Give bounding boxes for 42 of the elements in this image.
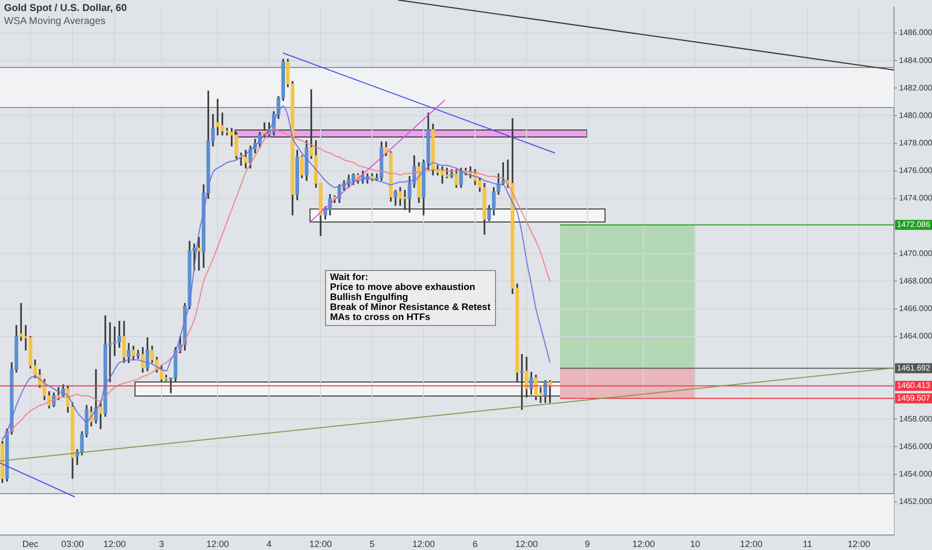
y-tick-label: 1476.000 bbox=[899, 166, 932, 176]
x-tick-label: 11 bbox=[802, 538, 812, 549]
y-tick-label: 1466.000 bbox=[899, 304, 932, 314]
y-tick-label: 1452.000 bbox=[899, 497, 932, 506]
ref-line-label: 1459.507 bbox=[896, 394, 931, 403]
x-tick-label: 9 bbox=[584, 538, 590, 549]
x-tick-label: 12:00 bbox=[848, 538, 870, 549]
x-tick-label: 12:00 bbox=[206, 538, 229, 549]
y-tick-label: 1470.000 bbox=[899, 248, 932, 258]
ref-line-label: 1472.086 bbox=[896, 220, 931, 230]
candlestick bbox=[548, 380, 552, 403]
x-tick-label: 10 bbox=[690, 538, 700, 549]
y-tick-label: 1484.000 bbox=[899, 56, 932, 65]
x-tick-label: Dec bbox=[22, 538, 39, 549]
y-tick-label: 1458.000 bbox=[899, 414, 932, 424]
chart-title: Gold Spot / U.S. Dollar, 60 bbox=[4, 3, 127, 14]
x-tick-label: 12:00 bbox=[412, 538, 435, 549]
y-tick-label: 1478.000 bbox=[899, 138, 932, 148]
y-tick-label: 1482.000 bbox=[899, 83, 932, 92]
y-tick-label: 1456.000 bbox=[899, 442, 932, 451]
candlestick bbox=[136, 350, 140, 359]
x-tick-label: 12:00 bbox=[515, 538, 538, 549]
y-tick-label: 1468.000 bbox=[899, 276, 932, 286]
annotation: Wait for: Price to move above exhaustion Bullish Engulfing Break of Minor Resistance & Retest MAs to cross on HTFs bbox=[325, 270, 496, 326]
x-tick-label: 12:00 bbox=[309, 538, 332, 549]
x-tick-label: 12:00 bbox=[632, 538, 655, 549]
x-tick-label: 12:00 bbox=[103, 538, 126, 549]
x-tick-label: 03:00 bbox=[61, 538, 84, 549]
y-tick-label: 1480.000 bbox=[899, 110, 932, 120]
y-tick-label: 1464.000 bbox=[899, 332, 932, 341]
y-tick-label: 1486.000 bbox=[899, 28, 932, 38]
text: WSA Moving Averages bbox=[4, 16, 106, 27]
x-tick-label: 6 bbox=[472, 538, 478, 549]
x-tick-label: 5 bbox=[370, 538, 375, 549]
x-tick-label: 3 bbox=[158, 538, 164, 549]
x-tick-label: 4 bbox=[266, 538, 272, 549]
candlestick bbox=[197, 236, 201, 271]
y-tick-label: 1454.000 bbox=[899, 470, 932, 479]
ref-line-label: 1460.413 bbox=[896, 381, 931, 390]
x-tick-label: 12:00 bbox=[740, 538, 763, 549]
ref-line-label: 1461.692 bbox=[896, 363, 931, 372]
y-tick-label: 1474.000 bbox=[899, 194, 932, 203]
